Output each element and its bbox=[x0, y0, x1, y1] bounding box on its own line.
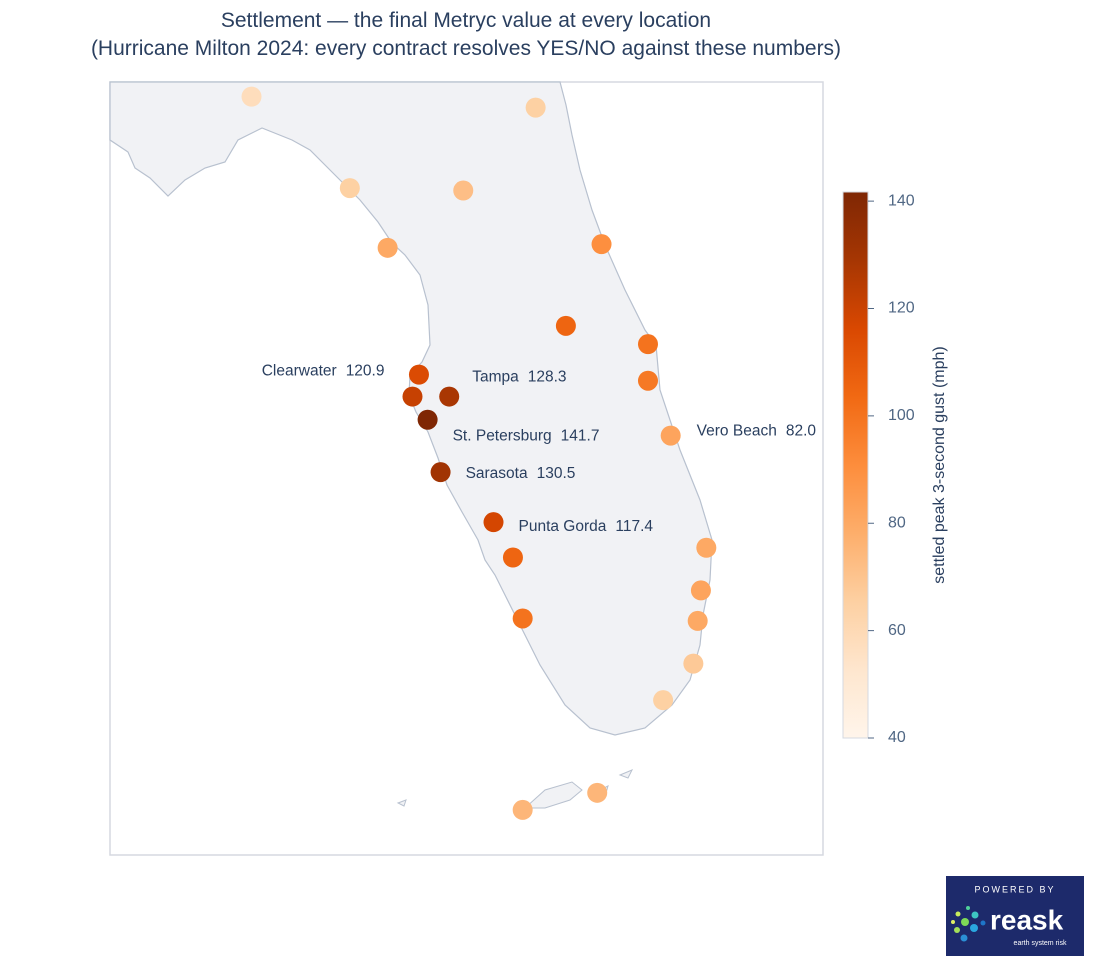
location-point bbox=[502, 547, 523, 568]
location-point bbox=[430, 462, 451, 483]
location-value: 128.3 bbox=[528, 369, 567, 386]
colorbar-tick-label: 120 bbox=[888, 300, 915, 317]
logo: POWERED BY reask earth system risk bbox=[946, 876, 1084, 956]
location-value: 82.0 bbox=[786, 423, 817, 440]
location-label: Clearwater 120.9 bbox=[262, 363, 385, 380]
location-label: St. Petersburg 141.7 bbox=[453, 428, 600, 445]
logo-icon bbox=[951, 906, 986, 942]
location-label: Punta Gorda 117.4 bbox=[519, 518, 654, 535]
location-point bbox=[690, 580, 711, 601]
location-point bbox=[637, 334, 658, 355]
location-name: Sarasota bbox=[466, 465, 528, 482]
location-point bbox=[408, 364, 429, 385]
colorbar-tick-label: 60 bbox=[888, 622, 906, 639]
location-point bbox=[512, 799, 533, 820]
location-name: Punta Gorda bbox=[519, 518, 607, 535]
location-point bbox=[402, 386, 423, 407]
colorbar: settled peak 3-second gust (mph) 40 60 80 1… bbox=[842, 191, 948, 746]
logo-name: reask bbox=[990, 904, 1064, 935]
location-point bbox=[525, 97, 546, 118]
location-name: Vero Beach bbox=[697, 423, 777, 440]
location-value: 141.7 bbox=[561, 428, 600, 445]
colorbar-title: settled peak 3-second gust (mph) bbox=[931, 346, 948, 583]
location-point bbox=[377, 237, 398, 258]
colorbar-gradient bbox=[842, 191, 869, 739]
location-point bbox=[417, 409, 438, 430]
location-point bbox=[483, 512, 504, 533]
location-name: Tampa bbox=[472, 369, 519, 386]
colorbar-tick-label: 100 bbox=[888, 407, 915, 424]
points bbox=[241, 86, 717, 820]
location-point bbox=[587, 782, 608, 803]
location-label: Tampa 128.3 bbox=[472, 369, 566, 386]
location-point bbox=[339, 178, 360, 199]
location-label: Sarasota 130.5 bbox=[466, 465, 576, 482]
labels: Clearwater 120.9 Tampa 128.3 St. Petersburg 1… bbox=[262, 363, 817, 536]
location-point bbox=[637, 370, 658, 391]
location-point bbox=[512, 608, 533, 629]
colorbar-tick-label: 40 bbox=[888, 729, 906, 746]
location-point bbox=[453, 180, 474, 201]
location-point bbox=[241, 86, 262, 107]
location-point bbox=[591, 234, 612, 255]
logo-tagline: earth system risk bbox=[1014, 940, 1067, 947]
location-point bbox=[687, 610, 708, 631]
location-point bbox=[439, 386, 460, 407]
logo-caption: POWERED BY bbox=[974, 884, 1055, 894]
map bbox=[109, 81, 824, 856]
chart-title: Settlement — the final Metryc value at e… bbox=[221, 9, 711, 32]
location-point bbox=[696, 537, 717, 558]
logo-box bbox=[946, 876, 1084, 956]
keys bbox=[396, 769, 634, 809]
chart-subtitle: (Hurricane Milton 2024: every contract r… bbox=[91, 37, 841, 60]
location-point bbox=[555, 315, 576, 336]
location-name: St. Petersburg bbox=[453, 428, 552, 445]
location-point bbox=[683, 653, 704, 674]
location-point bbox=[660, 425, 681, 446]
location-value: 117.4 bbox=[615, 518, 653, 535]
location-value: 130.5 bbox=[537, 465, 576, 482]
location-label: Vero Beach 82.0 bbox=[697, 423, 817, 440]
location-value: 120.9 bbox=[346, 363, 385, 380]
location-name: Clearwater bbox=[262, 363, 337, 380]
florida-land bbox=[109, 81, 713, 736]
location-point bbox=[653, 690, 674, 711]
colorbar-tick-label: 140 bbox=[888, 192, 915, 209]
colorbar-tick-label: 80 bbox=[888, 514, 906, 531]
